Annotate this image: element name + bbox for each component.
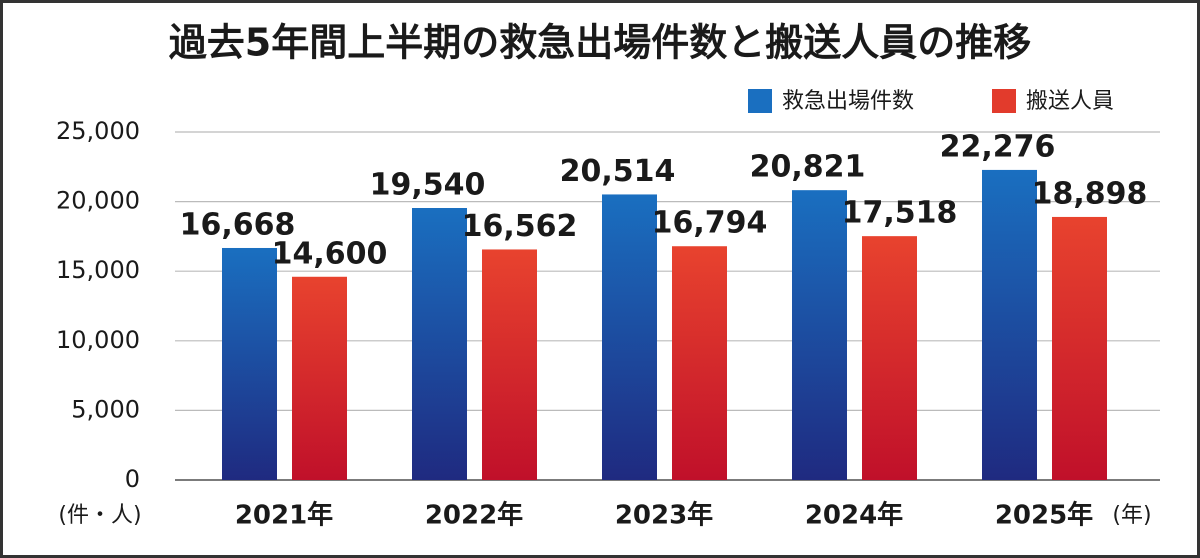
x-tick-label: 2023年 [615,500,713,531]
y-tick-label: 10,000 [56,326,140,354]
data-label: 16,668 [180,207,296,242]
legend-label: 救急出場件数 [782,89,914,114]
y-unit: (件・人) [58,503,141,528]
data-label: 18,898 [1032,176,1148,211]
bar [982,169,1037,480]
bar [482,249,537,480]
legend-swatch [992,89,1016,113]
legend-swatch [748,89,772,113]
data-label: 19,540 [370,168,486,203]
y-tick-label: 25,000 [56,117,140,145]
data-label: 17,518 [842,196,958,231]
y-tick-label: 15,000 [56,256,140,284]
chart-title: 過去5年間上半期の救急出場件数と搬送人員の推移 [169,21,1031,65]
x-tick-label: 2024年 [805,500,903,531]
x-tick-label: 2022年 [425,500,523,531]
bar [1052,216,1107,481]
y-tick-label: 5,000 [71,395,140,423]
bar [862,236,917,480]
data-label: 16,562 [462,209,578,244]
y-tick-label: 0 [125,465,140,493]
data-label: 20,514 [560,154,676,189]
x-tick-label: 2025年 [995,500,1093,531]
x-tick-label: 2021年 [235,500,333,531]
bar [792,190,847,480]
y-tick-label: 20,000 [56,187,140,215]
x-unit: (年) [1112,503,1151,528]
bar [222,247,277,480]
data-label: 16,794 [652,206,768,241]
legend-label: 搬送人員 [1026,89,1114,114]
data-label: 22,276 [940,129,1056,164]
bar [292,276,347,480]
bar [412,208,467,480]
bar [672,246,727,480]
data-label: 14,600 [272,236,388,271]
data-label: 20,821 [750,150,866,185]
bar [602,194,657,480]
